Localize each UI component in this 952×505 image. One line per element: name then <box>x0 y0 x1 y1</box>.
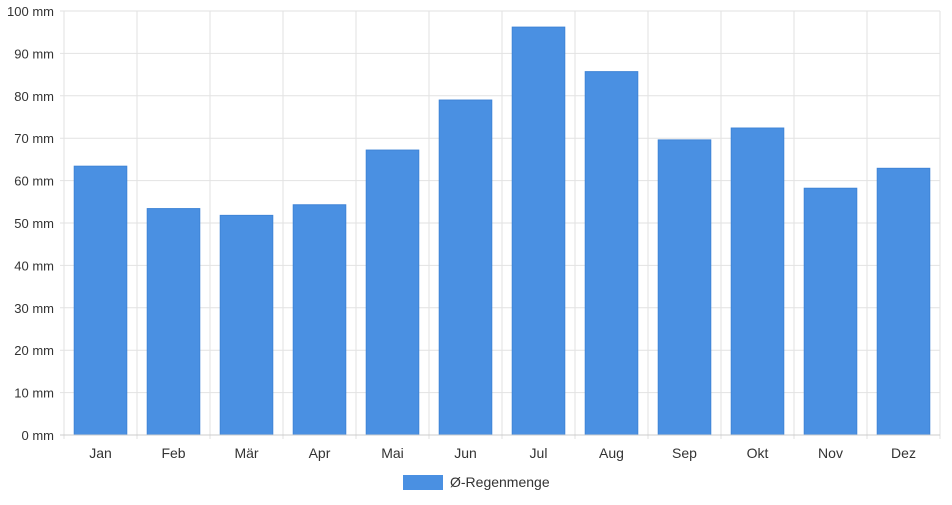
x-tick-label: Dez <box>891 445 916 461</box>
bar-Apr[interactable] <box>292 204 347 436</box>
y-tick-label: 20 mm <box>14 343 54 358</box>
x-tick-label: Apr <box>309 445 331 461</box>
bar-Dez[interactable] <box>876 167 931 436</box>
legend-label[interactable]: Ø-Regenmenge <box>450 474 550 490</box>
bar-Mai[interactable] <box>365 149 420 436</box>
x-tick-label: Feb <box>161 445 185 461</box>
y-tick-label: 70 mm <box>14 131 54 146</box>
x-tick-label: Sep <box>672 445 697 461</box>
bar-Jun[interactable] <box>438 99 493 436</box>
x-tick-label: Okt <box>747 445 769 461</box>
y-tick-label: 80 mm <box>14 89 54 104</box>
x-tick-label: Jul <box>530 445 548 461</box>
bar-Feb[interactable] <box>146 208 201 436</box>
x-tick-label: Mai <box>381 445 404 461</box>
y-tick-label: 40 mm <box>14 258 54 273</box>
y-tick-label: 10 mm <box>14 386 54 401</box>
bar-Jan[interactable] <box>73 165 128 436</box>
x-tick-label: Aug <box>599 445 624 461</box>
y-axis: 0 mm 10 mm 20 mm 30 mm 40 mm 50 mm 60 mm 70 mm 8… <box>7 4 54 443</box>
y-tick-label: 90 mm <box>14 46 54 61</box>
bar-Mär[interactable] <box>219 214 274 436</box>
x-tick-label: Jun <box>454 445 477 461</box>
bar-Nov[interactable] <box>803 187 858 436</box>
grid-layer <box>60 10 941 439</box>
bar-Aug[interactable] <box>584 71 639 436</box>
legend[interactable]: Ø-Regenmenge <box>403 474 550 490</box>
y-tick-label: 0 mm <box>22 428 55 443</box>
y-tick-label: 100 mm <box>7 4 54 19</box>
bar-Okt[interactable] <box>730 127 785 436</box>
x-tick-label: Nov <box>818 445 843 461</box>
x-tick-label: Mär <box>234 445 258 461</box>
x-axis: Jan Feb Mär Apr Mai Jun Jul Aug Sep Okt Nov Dez <box>60 434 940 461</box>
y-tick-label: 60 mm <box>14 174 54 189</box>
legend-swatch[interactable] <box>403 475 443 490</box>
bar-Jul[interactable] <box>511 26 566 436</box>
bar-series <box>73 26 931 436</box>
y-tick-label: 50 mm <box>14 216 54 231</box>
bar-Sep[interactable] <box>657 139 712 436</box>
x-tick-label: Jan <box>89 445 112 461</box>
y-tick-label: 30 mm <box>14 301 54 316</box>
